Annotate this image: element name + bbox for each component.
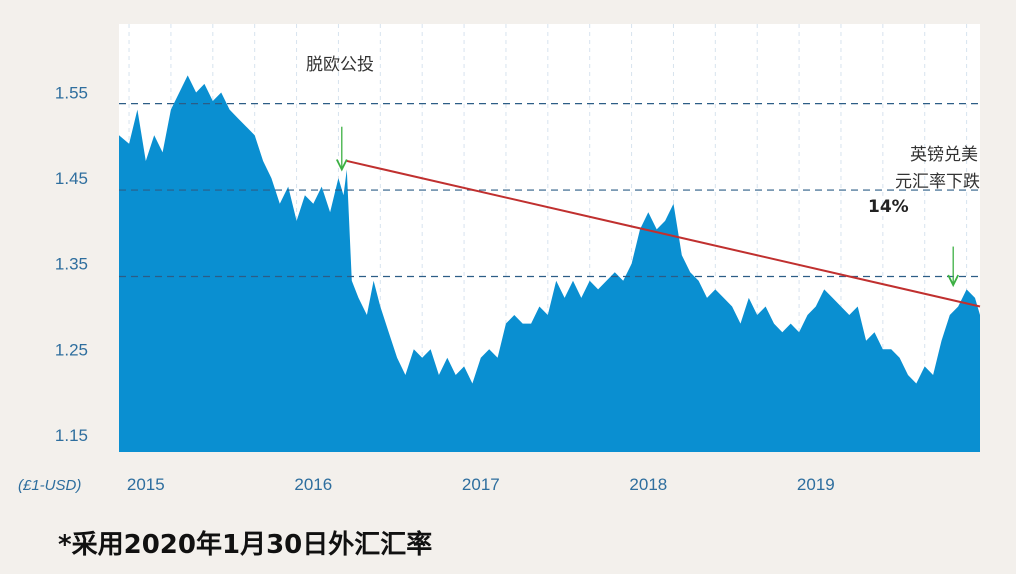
footnote-text: 采用2020年1月30日外汇汇率 [72,529,433,560]
x-axis-ticks: 2015 2016 2017 2018 2019 [127,475,835,494]
y-tick-label: 1.25 [55,340,88,359]
annotation-label: 元汇率下跌 [895,172,980,192]
unit-label: (£1-USD) [18,477,81,494]
gbp-usd-area [119,75,980,453]
arrow-head [947,274,960,288]
annotation-label: 脱欧公投 [306,55,374,75]
y-tick-label: 1.55 [55,83,88,102]
footnote-star: * [58,530,72,560]
annotation-label: 英镑兑美 [910,145,978,165]
y-axis-ticks: 1.55 1.45 1.35 1.25 1.15 [55,83,88,444]
y-tick-label: 1.15 [55,426,88,445]
y-tick-label: 1.35 [55,255,88,274]
x-tick-label: 2017 [462,475,500,494]
arrow-head [335,159,348,172]
arrow-markers [335,126,960,288]
trend-line [346,159,981,308]
x-tick-label: 2016 [294,475,332,494]
x-tick-label: 2019 [797,475,835,494]
footnote: *采用2020年1月30日外汇汇率 [58,529,432,560]
annotation-label: 14% [868,197,909,217]
x-tick-label: 2015 [127,475,165,494]
x-tick-label: 2018 [629,475,667,494]
y-tick-label: 1.45 [55,169,88,188]
